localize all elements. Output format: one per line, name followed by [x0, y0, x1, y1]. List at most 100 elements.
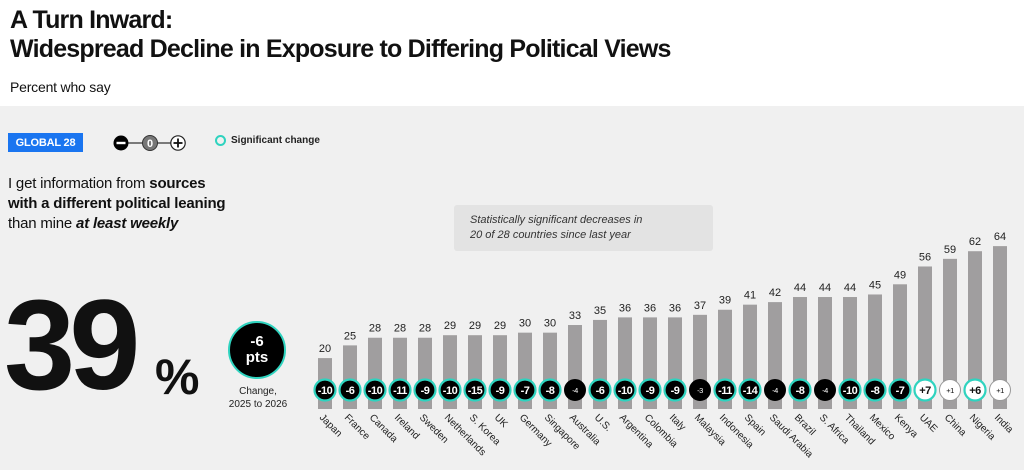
change-circle [463, 378, 487, 402]
change-circle [788, 378, 812, 402]
change-label: -9 [496, 385, 505, 397]
minus-circle-icon [113, 135, 129, 151]
bar [918, 266, 932, 409]
value-label: 39 [719, 295, 731, 307]
change-label: +1 [946, 386, 954, 395]
question-text: I get information from sources with a di… [8, 175, 226, 232]
change-label: -7 [896, 385, 905, 397]
category-label: Kenya [892, 412, 920, 440]
change-label: -6 [346, 385, 355, 397]
subtitle: Percent who say [10, 79, 111, 95]
global-change-label: Change, 2025 to 2026 [228, 386, 288, 410]
value-label: 44 [844, 282, 856, 294]
global-value: 39 [4, 274, 140, 417]
chart-panel [0, 106, 1024, 470]
value-label: 20 [319, 343, 331, 355]
value-label: 56 [919, 251, 931, 263]
value-label: 30 [544, 318, 556, 330]
value-label: 41 [744, 290, 756, 302]
value-label: 44 [794, 282, 806, 294]
change-circle [888, 378, 912, 402]
bar [993, 246, 1007, 409]
value-label: 29 [469, 320, 481, 332]
value-label: 25 [344, 330, 356, 342]
change-circle [638, 378, 662, 402]
value-label: 36 [619, 302, 631, 314]
change-circle [538, 378, 562, 402]
change-scale-legend: 0 [113, 135, 186, 151]
change-label: -6 [596, 385, 605, 397]
bar [943, 258, 957, 409]
value-label: 35 [594, 305, 606, 317]
bar-group: 49 -7 Kenya [888, 269, 920, 440]
change-label: +7 [919, 385, 931, 397]
value-label: 28 [419, 323, 431, 335]
global-badge: GLOBAL 28 [8, 133, 83, 152]
change-label: -8 [796, 385, 805, 397]
value-label: 49 [894, 269, 906, 281]
plus-circle-icon [170, 135, 186, 151]
change-circle [613, 378, 637, 402]
change-circle [588, 378, 612, 402]
change-circle [388, 378, 412, 402]
change-label: -9 [671, 385, 680, 397]
value-label: 64 [994, 231, 1006, 243]
bar-group: 59 +1 China [939, 244, 968, 439]
change-label: -8 [871, 385, 880, 397]
bar-group: 35 -6 U.S. [588, 305, 614, 434]
global-change-unit: pts [245, 349, 269, 366]
change-label: -7 [521, 385, 530, 397]
change-label: -3 [697, 386, 703, 395]
change-label: -11 [393, 385, 407, 397]
change-circle [663, 378, 687, 402]
change-label: -9 [646, 385, 655, 397]
svg-text:0: 0 [147, 138, 153, 150]
global-change-value: -6 [250, 333, 264, 350]
title-line-1: A Turn Inward: [10, 6, 173, 34]
value-label: 28 [369, 323, 381, 335]
category-label: U.S. [592, 412, 614, 434]
change-circle [939, 379, 961, 401]
change-circle [363, 378, 387, 402]
value-label: 62 [969, 236, 981, 248]
value-label: 28 [394, 323, 406, 335]
bar-group: 56 +7 UAE [913, 251, 939, 435]
change-circle [963, 378, 987, 402]
value-label: 59 [944, 244, 956, 256]
annotation-note: Statistically significant decreases in 2… [454, 205, 713, 251]
bar-group: 62 +6 Nigeria [963, 236, 997, 443]
value-label: 37 [694, 300, 706, 312]
change-label: -14 [743, 385, 759, 397]
value-label: 33 [569, 310, 581, 322]
chart-title: A Turn Inward: Widespread Decline in Exp… [10, 6, 671, 64]
change-circle [313, 378, 337, 402]
change-circle [488, 378, 512, 402]
change-circle [438, 378, 462, 402]
value-label: 42 [769, 287, 781, 299]
change-label: -4 [772, 386, 778, 395]
change-label: -15 [468, 385, 483, 397]
zero-circle-icon: 0 [142, 135, 158, 151]
change-label: -10 [843, 385, 858, 397]
change-label: -4 [822, 386, 828, 395]
global-change-badge: -6 pts [228, 321, 286, 379]
change-circle [989, 379, 1011, 401]
value-label: 44 [819, 282, 831, 294]
significant-label: Significant change [231, 135, 320, 146]
change-circle [838, 378, 862, 402]
change-label: -4 [572, 386, 578, 395]
bar [893, 284, 907, 409]
change-label: -8 [546, 385, 555, 397]
change-label: -9 [421, 385, 430, 397]
change-circle [913, 378, 937, 402]
change-circle [713, 378, 737, 402]
bar-group: 36 -9 Italy [663, 302, 688, 433]
global-unit: % [155, 349, 200, 405]
value-label: 45 [869, 279, 881, 291]
change-label: -10 [618, 385, 633, 397]
category-label: Italy [667, 412, 688, 433]
